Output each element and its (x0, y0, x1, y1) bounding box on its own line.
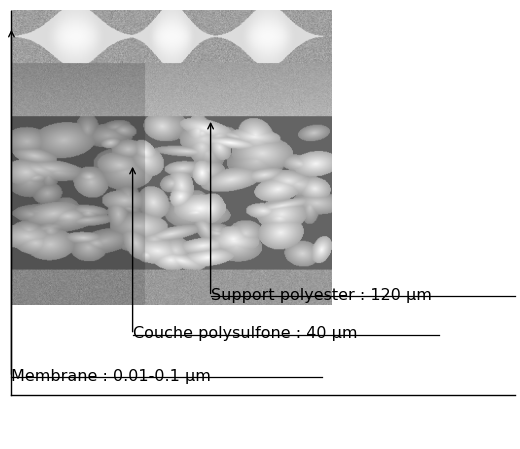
Text: Membrane : 0.01-0.1 μm: Membrane : 0.01-0.1 μm (11, 369, 211, 384)
Text: Support polyester : 120 μm: Support polyester : 120 μm (211, 288, 432, 303)
Text: Couche polysulfone : 40 μm: Couche polysulfone : 40 μm (133, 326, 357, 341)
